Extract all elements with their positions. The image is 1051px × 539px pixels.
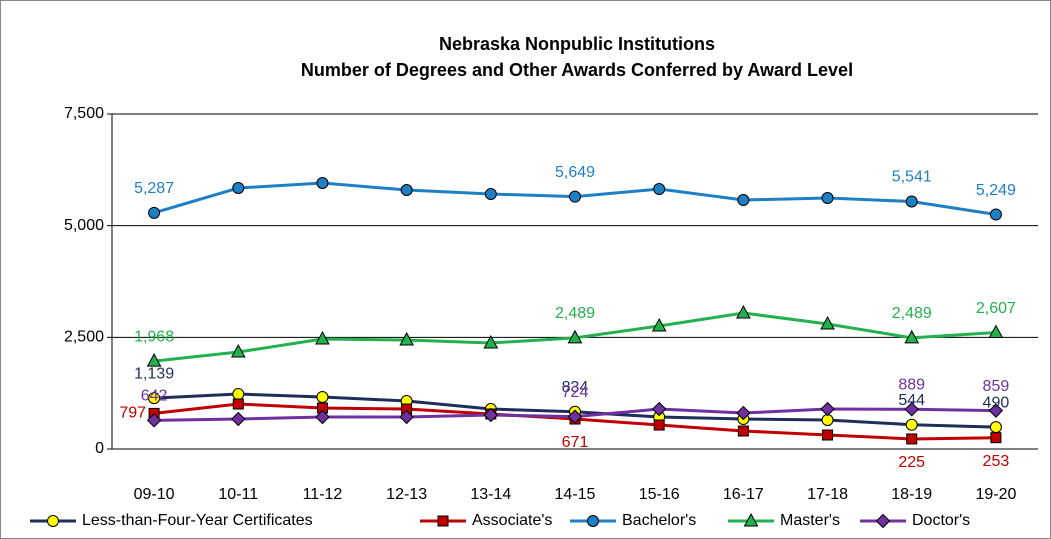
data-label: 671: [562, 434, 589, 451]
data-point: [484, 187, 497, 200]
data-point: [399, 331, 414, 346]
data-label: 5,541: [892, 169, 932, 186]
data-point: [232, 398, 244, 410]
y-tick-label: 2,500: [64, 329, 104, 346]
data-point: [651, 317, 667, 332]
data-point: [651, 401, 667, 417]
data-point: [148, 392, 161, 405]
data-label: 2,489: [892, 305, 932, 322]
legend-marker: [587, 515, 599, 527]
data-label: 797: [119, 405, 146, 422]
data-point: [232, 182, 245, 195]
data-label: 642: [141, 388, 168, 405]
data-point: [400, 184, 413, 197]
data-point: [315, 409, 330, 425]
data-point: [904, 329, 920, 344]
data-point: [737, 194, 750, 207]
data-point: [990, 432, 1002, 444]
data-point: [988, 324, 1004, 339]
y-tick-label: 0: [95, 440, 104, 457]
data-point: [736, 405, 751, 421]
data-point: [653, 183, 666, 196]
legend-marker: [47, 515, 59, 527]
y-tick-label: 5,000: [64, 217, 104, 234]
data-label: 724: [562, 384, 589, 401]
data-label: 544: [898, 392, 925, 409]
data-point: [316, 391, 329, 404]
data-label: 5,249: [976, 182, 1016, 199]
data-label: 1,968: [134, 328, 174, 345]
data-point: [483, 407, 499, 423]
data-label: 490: [983, 394, 1010, 411]
data-label: 859: [983, 378, 1010, 395]
data-point: [232, 388, 245, 401]
data-point: [988, 403, 1004, 418]
x-tick-label: 17-18: [807, 486, 848, 503]
x-tick-label: 19-20: [975, 486, 1016, 503]
data-point: [483, 334, 499, 349]
data-point: [567, 329, 583, 344]
legend-marker: [875, 513, 891, 529]
data-point: [148, 206, 161, 219]
legend-label: Master's: [780, 512, 840, 529]
data-point: [399, 409, 414, 425]
x-tick-label: 09-10: [134, 486, 175, 503]
x-tick-label: 15-16: [639, 486, 680, 503]
x-tick-label: 14-15: [555, 486, 596, 503]
legend-marker: [743, 512, 759, 527]
data-point: [905, 195, 918, 208]
data-point: [316, 177, 329, 190]
y-tick-label: 7,500: [64, 105, 104, 122]
chart-title: Nebraska Nonpublic Institutions: [439, 34, 715, 54]
data-point: [820, 315, 835, 330]
data-point: [906, 433, 918, 445]
data-label: 5,287: [134, 180, 174, 197]
data-point: [230, 343, 246, 358]
data-label: 225: [898, 454, 925, 471]
legend-label: Doctor's: [912, 512, 970, 529]
data-point: [569, 190, 581, 203]
chart-subtitle: Number of Degrees and Other Awards Confe…: [301, 60, 853, 80]
x-tick-label: 18-19: [891, 486, 932, 503]
x-tick-label: 10-11: [218, 486, 258, 503]
data-point: [567, 409, 583, 424]
x-tick-label: 13-14: [470, 486, 511, 503]
data-label: 1,139: [134, 365, 174, 382]
data-point: [904, 402, 919, 417]
x-tick-label: 16-17: [723, 486, 764, 503]
data-label: 2,489: [555, 305, 595, 322]
data-point: [905, 418, 918, 431]
data-point: [820, 401, 835, 417]
data-point: [822, 429, 834, 441]
x-tick-label: 12-13: [386, 486, 427, 503]
data-point: [231, 411, 246, 427]
legend-label: Less-than-Four-Year Certificates: [82, 512, 313, 529]
legend-marker: [437, 515, 449, 527]
legend-label: Associate's: [472, 512, 552, 529]
data-label: 2,607: [976, 300, 1016, 317]
data-label: 889: [898, 377, 925, 394]
data-point: [989, 421, 1002, 434]
data-point: [821, 192, 834, 205]
data-point: [737, 425, 749, 437]
legend-label: Bachelor's: [622, 512, 696, 529]
data-point: [315, 330, 330, 345]
data-point: [989, 208, 1002, 221]
data-label: 5,649: [555, 164, 595, 181]
data-point: [736, 304, 751, 319]
data-label: 834: [562, 379, 589, 396]
data-label: 253: [983, 453, 1010, 470]
x-tick-label: 11-12: [303, 486, 343, 503]
data-point: [146, 413, 162, 428]
data-point: [653, 419, 665, 431]
data-point: [146, 353, 162, 367]
